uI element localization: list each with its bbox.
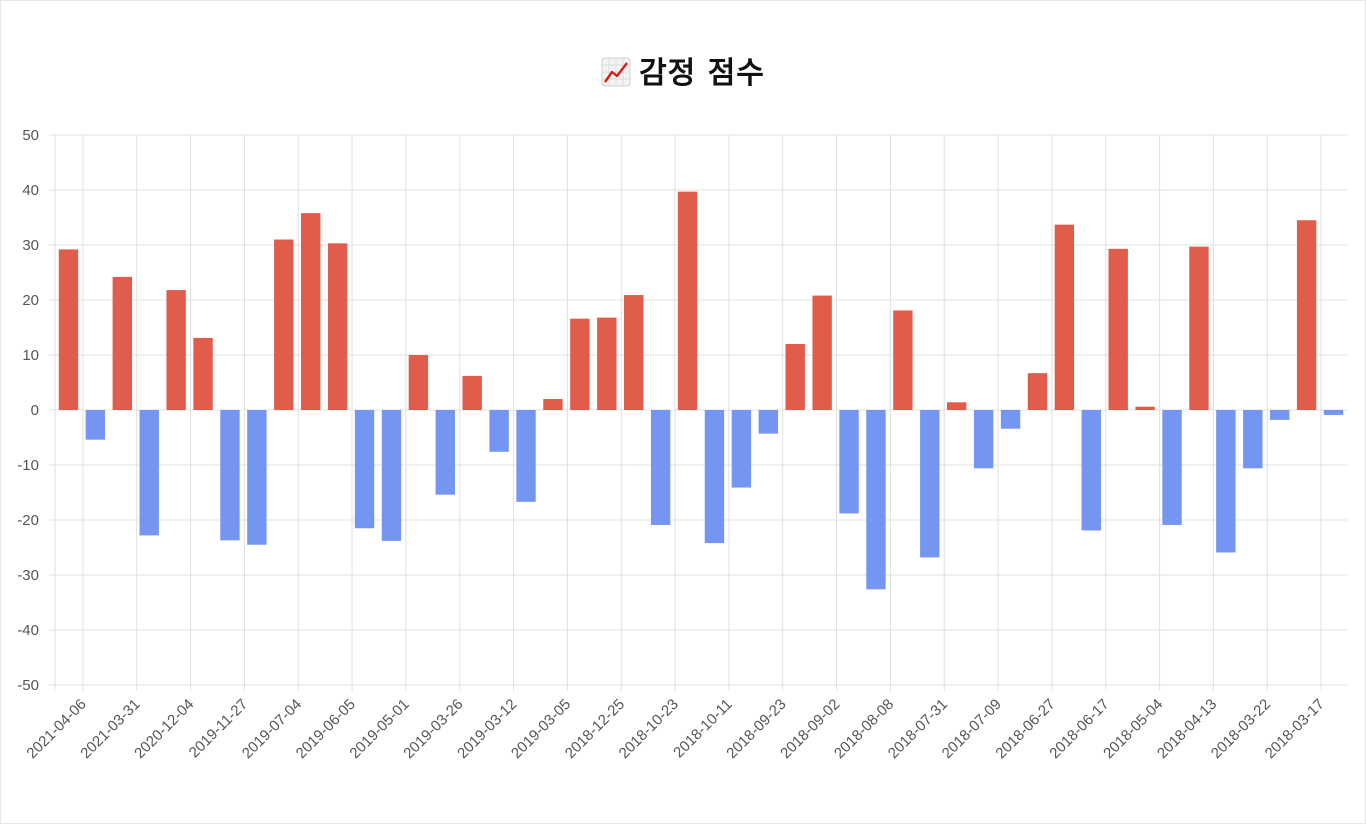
bar [193,337,213,410]
bar [301,213,321,410]
bar [758,410,778,434]
chart-increasing-icon [601,57,631,87]
bar [381,410,402,541]
y-axis: 50 40 30 20 10 0 -10 -20 -30 -40 -50 [17,127,39,694]
y-tick-label: 0 [31,402,39,419]
bars [58,191,1344,590]
bar [947,402,967,410]
bar [650,410,671,525]
grid-lines [49,134,1347,691]
bar [354,410,375,529]
bar [408,355,429,410]
bar [247,410,267,545]
y-tick-label: -10 [17,457,39,474]
bar [624,295,644,410]
bar [731,410,752,488]
y-tick-label: -50 [17,677,39,694]
bar [166,290,186,410]
bar [1000,410,1021,429]
y-tick-label: -20 [17,512,39,529]
bar [920,410,940,558]
bar [1243,410,1263,469]
x-axis: 2021-04-062021-03-312020-12-042019-11-27… [23,696,1327,762]
bar [1027,373,1048,410]
y-tick-label: 30 [22,237,39,254]
bar [1323,410,1344,415]
bar [1216,410,1236,553]
bar [1296,220,1317,410]
bar [220,410,240,541]
y-tick-label: 40 [22,182,39,199]
y-tick-label: 20 [22,292,39,309]
bar [112,276,132,410]
bar [1189,246,1209,410]
y-tick-label: 10 [22,347,39,364]
bar [866,410,886,590]
bar [327,243,348,410]
bar [462,375,482,410]
bar [435,410,455,495]
bar [58,249,79,410]
y-tick-label: -30 [17,567,39,584]
bar [677,191,698,410]
bar [812,295,832,410]
bar [1108,248,1128,410]
bar [973,410,994,469]
bar [570,318,590,410]
bar [85,410,106,440]
bar [543,399,563,410]
chart-title-text: 감정 점수 [639,56,765,91]
bar [489,410,509,452]
bar [1081,410,1101,531]
bar [785,344,805,410]
bar [1270,410,1290,420]
bar [139,410,159,536]
bar [274,239,294,410]
bar [516,410,536,502]
bar [704,410,725,544]
y-tick-label: -40 [17,622,39,639]
bar [839,410,859,514]
chart-title: 감정 점수 [0,48,1366,92]
bar [1135,406,1155,410]
y-tick-label: 50 [22,127,39,144]
bar [597,317,617,410]
bar [1054,224,1075,410]
bar [1162,410,1182,525]
bar [893,310,913,410]
